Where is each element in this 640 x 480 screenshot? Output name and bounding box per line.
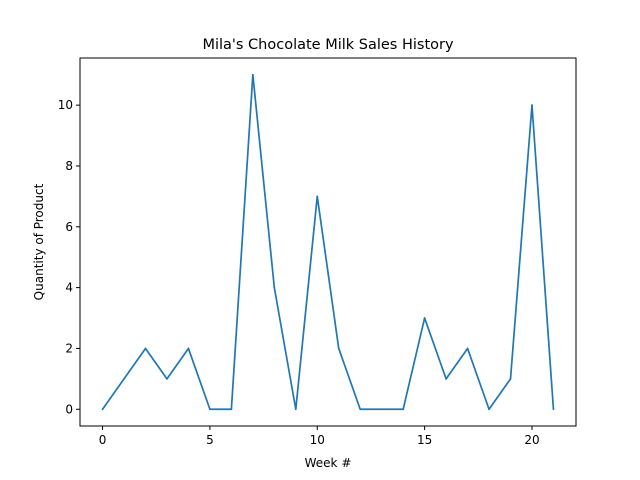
y-tick-label: 10 (58, 98, 73, 112)
data-point (144, 347, 147, 350)
data-point (423, 317, 426, 319)
chart-title: Mila's Chocolate Milk Sales History (202, 37, 454, 53)
data-point (316, 195, 319, 198)
data-point (445, 377, 447, 380)
x-tick-label: 15 (417, 433, 432, 447)
data-point (337, 347, 340, 350)
y-tick-label: 8 (65, 159, 73, 173)
data-point (380, 408, 383, 411)
data-point (509, 377, 512, 380)
y-tick-label: 0 (65, 402, 73, 416)
x-tick-label: 20 (524, 433, 539, 447)
plot-frame (79, 57, 577, 427)
y-axis-label: Quantity of Product (32, 183, 46, 300)
data-point (101, 408, 104, 411)
x-axis-label: Week # (305, 456, 352, 470)
data-point (230, 408, 233, 411)
data-point (166, 377, 168, 380)
data-point (123, 377, 125, 380)
series-group (101, 73, 555, 411)
data-point (359, 408, 362, 411)
data-point (402, 408, 405, 411)
y-tick-label: 6 (65, 220, 73, 234)
x-tick-label: 5 (206, 433, 214, 447)
x-tick-label: 0 (99, 433, 107, 447)
data-point (251, 73, 254, 76)
data-point (294, 408, 297, 411)
y-tick-label: 2 (65, 341, 73, 355)
series-line (101, 73, 555, 411)
data-point (273, 286, 276, 289)
data-point (552, 408, 555, 411)
data-point (209, 408, 211, 411)
y-axis-ticks: 0 2 4 6 8 10 (58, 98, 80, 416)
x-tick-label: 10 (310, 433, 325, 447)
data-point (466, 347, 469, 350)
y-tick-label: 4 (65, 281, 73, 295)
data-point (187, 347, 190, 350)
data-point (531, 104, 533, 107)
data-point (488, 408, 490, 411)
x-axis-ticks: 0 5 10 15 20 (99, 426, 540, 447)
